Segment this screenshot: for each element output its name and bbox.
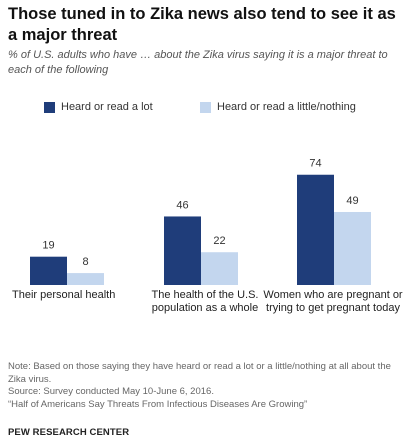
bar-series0-cat1 (164, 216, 201, 285)
category-label-personal-health: Their personal health (12, 289, 116, 301)
bar-series1-cat0 (67, 273, 104, 285)
report-title-text: “Half of Americans Say Threats From Infe… (8, 398, 308, 410)
category-label-us-population: The health of the U.S. population as a w… (151, 289, 259, 314)
value-label-series0-cat0: 19 (42, 240, 54, 252)
notes-block: Note: Based on those saying they have he… (8, 361, 410, 411)
legend-item-heard-a-lot: Heard or read a lot (44, 101, 153, 113)
note-text: Note: Based on those saying they have he… (8, 361, 391, 385)
legend-swatch-heard-a-lot (44, 101, 55, 113)
value-label-series1-cat2: 49 (346, 195, 358, 207)
category-label-pregnant-women: Women who are pregnant or trying to get … (263, 289, 403, 314)
value-label-series1-cat0: 8 (82, 256, 88, 268)
legend-label-heard-a-little: Heard or read a little/nothing (217, 101, 356, 113)
legend-item-heard-a-little: Heard or read a little/nothing (200, 101, 356, 113)
chart-subtitle: % of U.S. adults who have … about the Zi… (8, 49, 388, 76)
pew-brand: PEW RESEARCH CENTER (8, 427, 130, 438)
value-label-series0-cat2: 74 (309, 158, 321, 170)
legend-swatch-heard-a-little (200, 101, 211, 113)
source-text: Source: Survey conducted May 10-June 6, … (8, 386, 214, 397)
value-label-series0-cat1: 46 (176, 199, 188, 211)
bar-series0-cat0 (30, 256, 67, 285)
bar-series1-cat2 (334, 211, 371, 285)
bar-series0-cat2 (297, 174, 334, 285)
legend-label-heard-a-lot: Heard or read a lot (61, 101, 153, 113)
chart-title: Those tuned in to Zika news also tend to… (8, 5, 396, 44)
value-label-series1-cat1: 22 (213, 235, 225, 247)
bar-series1-cat1 (201, 252, 238, 285)
